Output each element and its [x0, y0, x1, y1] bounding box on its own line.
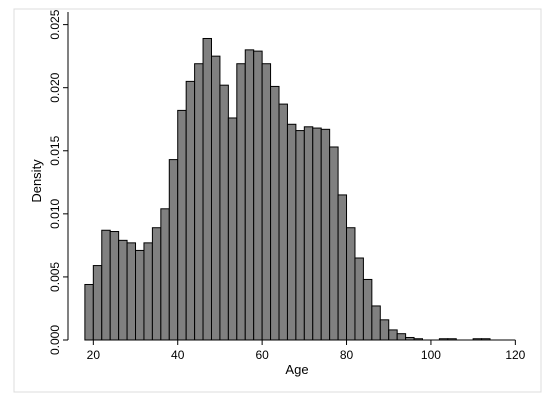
- histogram-bar: [227, 117, 238, 341]
- histogram-bar: [388, 329, 398, 341]
- histogram-bar: [236, 63, 246, 341]
- histogram-bar: [270, 85, 280, 341]
- histogram-bar: [261, 63, 272, 341]
- y-tick-label: 0.015: [48, 135, 62, 165]
- histogram-bar: [101, 229, 111, 341]
- histogram-bar: [244, 49, 255, 341]
- x-ticks-group: 20 40 60 80 100 120: [87, 340, 526, 362]
- y-tick-label: 0.000: [48, 325, 62, 355]
- y-tick-label: 0.020: [48, 72, 62, 102]
- histogram-bar: [160, 208, 170, 341]
- x-tick-label: 120: [505, 348, 525, 362]
- x-tick-label: 20: [87, 348, 101, 362]
- x-tick-label: 40: [171, 348, 185, 362]
- histogram-bar: [295, 130, 305, 341]
- histogram-bar: [109, 231, 120, 341]
- x-tick-label: 100: [421, 348, 441, 362]
- histogram-bar: [118, 239, 128, 341]
- histogram-bar: [194, 63, 204, 341]
- x-tick-label: 60: [255, 348, 269, 362]
- histogram-bar: [210, 55, 221, 341]
- axes-group: [67, 12, 516, 341]
- histogram-bar: [278, 103, 288, 341]
- y-tick-label: 0.005: [48, 262, 62, 292]
- histogram-bar: [168, 159, 179, 341]
- histogram-bar: [219, 84, 229, 341]
- histogram-bar: [253, 50, 263, 341]
- histogram-bar: [329, 146, 339, 341]
- histogram-bar: [92, 265, 103, 341]
- histogram-bar: [126, 242, 137, 341]
- histogram-bar: [286, 123, 297, 341]
- histogram-bar: [346, 227, 356, 341]
- histogram-bar: [320, 128, 331, 341]
- histogram-bar: [84, 283, 94, 341]
- histogram-bar: [379, 319, 390, 341]
- x-tick-label: 80: [340, 348, 354, 362]
- x-axis-label: Age: [285, 362, 308, 377]
- histogram-bar: [354, 257, 364, 341]
- histogram-bar: [202, 37, 212, 341]
- histogram-bar: [143, 242, 153, 341]
- bars-group: [84, 37, 491, 341]
- histogram-bar: [362, 278, 373, 341]
- histogram-bar: [371, 305, 381, 341]
- y-tick-label: 0.025: [48, 9, 62, 39]
- histogram-bar: [177, 109, 187, 341]
- y-axis-label: Density: [29, 159, 44, 203]
- histogram-bar: [303, 126, 314, 341]
- y-tick-label: 0.010: [48, 199, 62, 229]
- outer-border: [13, 8, 542, 393]
- histogram-bar: [151, 227, 162, 341]
- histogram-bar: [337, 194, 348, 341]
- histogram-bar: [396, 333, 407, 341]
- histogram-bar: [185, 80, 196, 341]
- y-ticks-group: 0.000 0.005 0.010 0.015 0.020 0.025: [48, 9, 68, 355]
- histogram-bar: [135, 249, 145, 341]
- histogram-bar: [312, 127, 322, 341]
